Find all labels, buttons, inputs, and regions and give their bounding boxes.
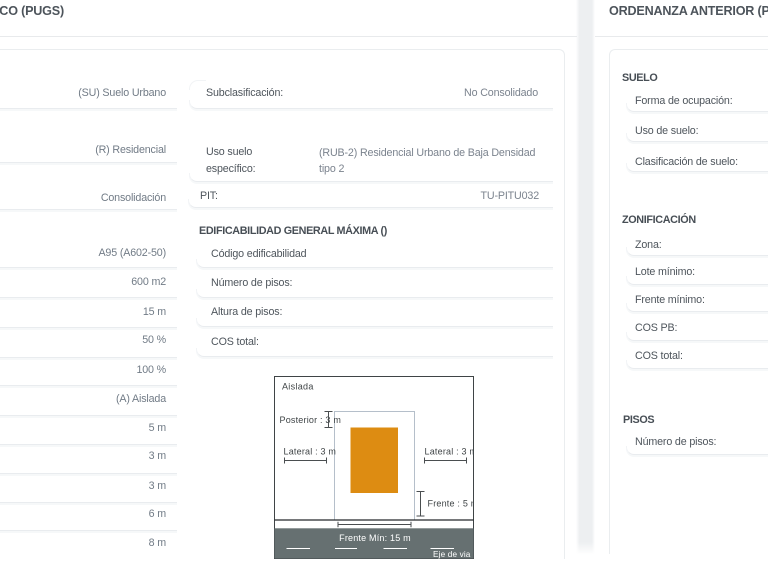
svg-text:Frente Mín: 15 m: Frente Mín: 15 m	[339, 533, 411, 543]
svg-text:Eje de via: Eje de via	[433, 550, 471, 559]
svg-text:Aislada: Aislada	[282, 382, 314, 392]
svg-text:Lateral : 3 m: Lateral : 3 m	[284, 447, 337, 457]
svg-text:Frente : 5 m: Frente : 5 m	[428, 499, 475, 509]
svg-text:Lateral : 3 m: Lateral : 3 m	[425, 447, 475, 457]
svg-text:Posterior : 3 m: Posterior : 3 m	[280, 415, 342, 425]
